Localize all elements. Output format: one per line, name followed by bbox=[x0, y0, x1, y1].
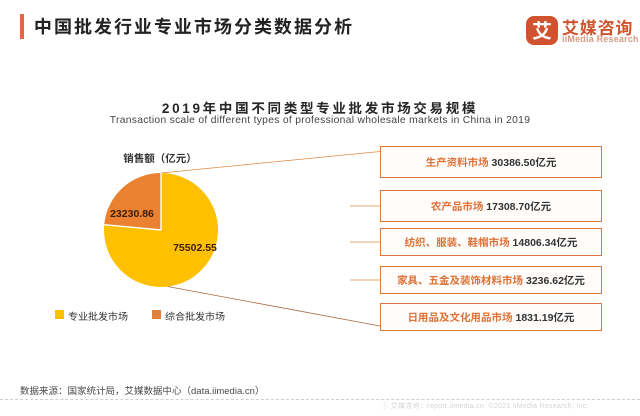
svg-text:75502.55: 75502.55 bbox=[173, 242, 217, 254]
svg-text:23230.86: 23230.86 bbox=[110, 208, 154, 220]
